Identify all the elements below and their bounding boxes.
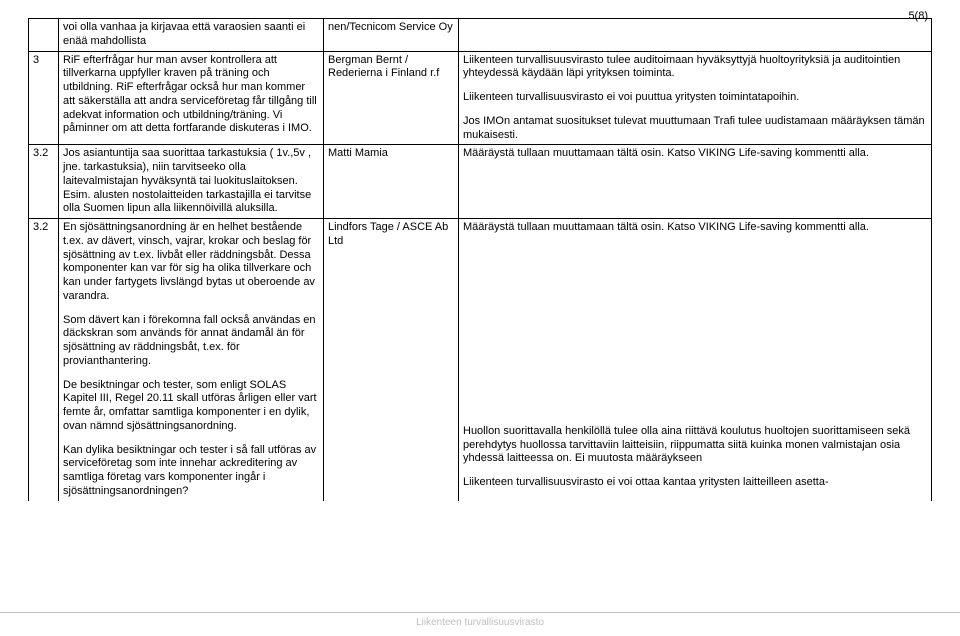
- cell-author: nen/Tecnicom Service Oy: [324, 19, 459, 52]
- cell-comment: voi olla vanhaa ja kirjavaa että varaosi…: [59, 19, 324, 52]
- response-para: Liikenteen turvallisuusvirasto ei voi ot…: [463, 476, 927, 490]
- cell-author: Matti Mamia: [324, 145, 459, 219]
- content-table: voi olla vanhaa ja kirjavaa että varaosi…: [28, 18, 932, 501]
- cell-response: Määräystä tullaan muuttamaan tältä osin.…: [459, 145, 932, 219]
- cell-comment: Jos asiantuntija saa suorittaa tarkastuk…: [59, 145, 324, 219]
- table-row: voi olla vanhaa ja kirjavaa että varaosi…: [29, 19, 932, 52]
- comment-para: Som dävert kan i förekomna fall också an…: [63, 314, 319, 369]
- spacer: [463, 245, 927, 425]
- response-para: Liikenteen turvallisuusvirasto ei voi pu…: [463, 91, 927, 105]
- response-para: Määräystä tullaan muuttamaan tältä osin.…: [463, 221, 927, 235]
- table-row: 3.2 En sjösättningsanordning är en helhe…: [29, 219, 932, 501]
- cell-response: [459, 19, 932, 52]
- comment-para: En sjösättningsanordning är en helhet be…: [63, 221, 319, 304]
- cell-author: Bergman Bernt / Rederierna i Finland r.f: [324, 51, 459, 145]
- comment-para: De besiktningar och tester, som enligt S…: [63, 379, 319, 434]
- comment-para: Kan dylika besiktningar och tester i så …: [63, 444, 319, 499]
- cell-comment: RiF efterfrågar hur man avser kontroller…: [59, 51, 324, 145]
- page-footer: Liikenteen turvallisuusvirasto: [0, 612, 960, 628]
- page-number: 5(8): [908, 10, 928, 22]
- cell-idx: 3.2: [29, 145, 59, 219]
- response-para: Huollon suorittavalla henkilöllä tulee o…: [463, 425, 927, 466]
- response-para: Liikenteen turvallisuusvirasto tulee aud…: [463, 54, 927, 82]
- table-row: 3 RiF efterfrågar hur man avser kontroll…: [29, 51, 932, 145]
- cell-comment: En sjösättningsanordning är en helhet be…: [59, 219, 324, 501]
- response-para: Jos IMOn antamat suositukset tulevat muu…: [463, 115, 927, 143]
- cell-author: Lindfors Tage / ASCE Ab Ltd: [324, 219, 459, 501]
- table-row: 3.2 Jos asiantuntija saa suorittaa tarka…: [29, 145, 932, 219]
- cell-idx: 3: [29, 51, 59, 145]
- cell-response: Määräystä tullaan muuttamaan tältä osin.…: [459, 219, 932, 501]
- cell-idx: [29, 19, 59, 52]
- cell-idx: 3.2: [29, 219, 59, 501]
- cell-response: Liikenteen turvallisuusvirasto tulee aud…: [459, 51, 932, 145]
